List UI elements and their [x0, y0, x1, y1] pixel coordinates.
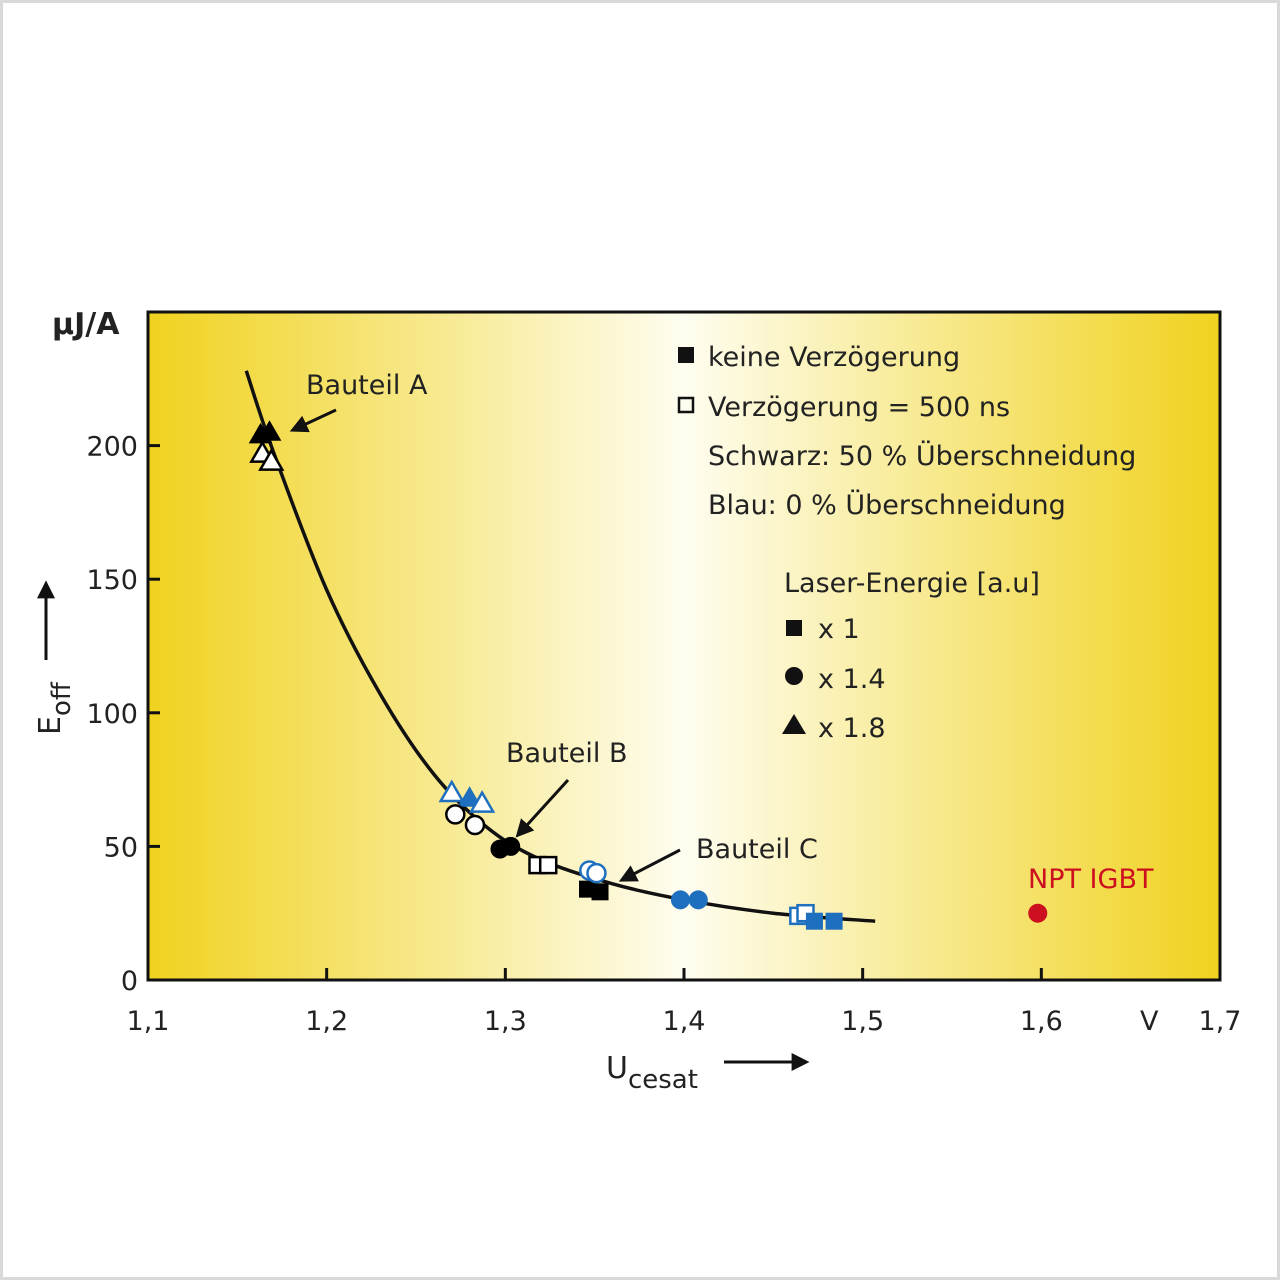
x-tick-label: 1,4 [663, 1006, 706, 1037]
x-tick-label: 1,2 [305, 1006, 348, 1037]
annotation-bauteil-c: Bauteil C [696, 834, 818, 865]
x-axis-label-sub: cesat [628, 1065, 698, 1095]
data-point-circle [501, 836, 521, 856]
y-ticks: 0 50 100 150 200 [86, 432, 160, 997]
data-point-circle [1028, 903, 1048, 923]
data-point-circle [670, 890, 690, 910]
data-point-circle [464, 814, 486, 836]
legend: keine Verzögerung Verzögerung = 500 ns S… [677, 342, 1136, 744]
data-point-square [538, 855, 558, 875]
x-axis-label-main: U [606, 1051, 628, 1086]
y-tick-label: 0 [121, 966, 138, 997]
data-point-triangle [257, 420, 282, 441]
data-point-circle [586, 862, 607, 884]
x-ticks: 1,1 1,2 1,3 1,4 1,5 1,6 1,7 [127, 968, 1242, 1037]
data-point-triangle [438, 779, 465, 803]
legend-shape-x18: x 1.8 [818, 713, 886, 744]
x-tick-label: 1,7 [1199, 1006, 1242, 1037]
plot-area [146, 310, 1222, 982]
x-axis-label: Ucesat [606, 1051, 698, 1095]
legend-marker-triangle [782, 714, 806, 734]
y-axis-label-sub: off [47, 681, 77, 716]
annotation-bauteil-b: Bauteil B [506, 738, 628, 769]
legend-marker-filled-square [678, 347, 694, 363]
data-point-square [825, 912, 843, 930]
legend-marker-circle [785, 667, 803, 685]
x-tick-label: 1,6 [1020, 1006, 1063, 1037]
y-tick-label: 50 [104, 832, 138, 863]
legend-marker-open-square [677, 396, 695, 414]
legend-marker-square [786, 620, 802, 636]
annotation-arrow-bauteil-c [618, 848, 681, 882]
data-points [248, 420, 1048, 930]
annotation-bauteil-a: Bauteil A [306, 370, 428, 401]
data-point-triangle [457, 786, 482, 807]
data-point-square [805, 912, 823, 930]
x-tick-label: 1,1 [127, 1006, 170, 1037]
y-tick-label: 150 [86, 565, 138, 596]
data-point-triangle [258, 448, 285, 471]
legend-label-keine: keine Verzögerung [708, 342, 960, 373]
y-axis-label-main: E [33, 716, 68, 735]
legend-label-verzoegerung: Verzögerung = 500 ns [708, 392, 1010, 423]
x-tick-label: 1,5 [841, 1006, 884, 1037]
legend-note-blau: Blau: 0 % Überschneidung [708, 489, 1066, 521]
data-point-circle [445, 804, 466, 825]
legend-shape-title: Laser-Energie [a.u] [784, 568, 1040, 599]
data-point-square [591, 883, 609, 901]
y-tick-label: 200 [86, 432, 138, 463]
data-point-triangle [468, 790, 496, 813]
annotation-npt-igbt: NPT IGBT [1028, 864, 1154, 895]
y-unit-label: µJ/A [52, 307, 120, 342]
legend-note-schwarz: Schwarz: 50 % Überschneidung [708, 440, 1136, 472]
x-unit-label: V [1140, 1006, 1159, 1037]
data-point-circle [688, 890, 708, 910]
legend-shape-x14: x 1.4 [818, 664, 886, 695]
legend-shape-x1: x 1 [818, 614, 860, 645]
annotation-arrow-bauteil-a [289, 408, 337, 433]
x-tick-label: 1,3 [484, 1006, 527, 1037]
y-tick-label: 100 [86, 699, 138, 730]
annotation-arrow-bauteil-b [515, 778, 570, 838]
y-axis-label: Eoff [33, 681, 77, 735]
